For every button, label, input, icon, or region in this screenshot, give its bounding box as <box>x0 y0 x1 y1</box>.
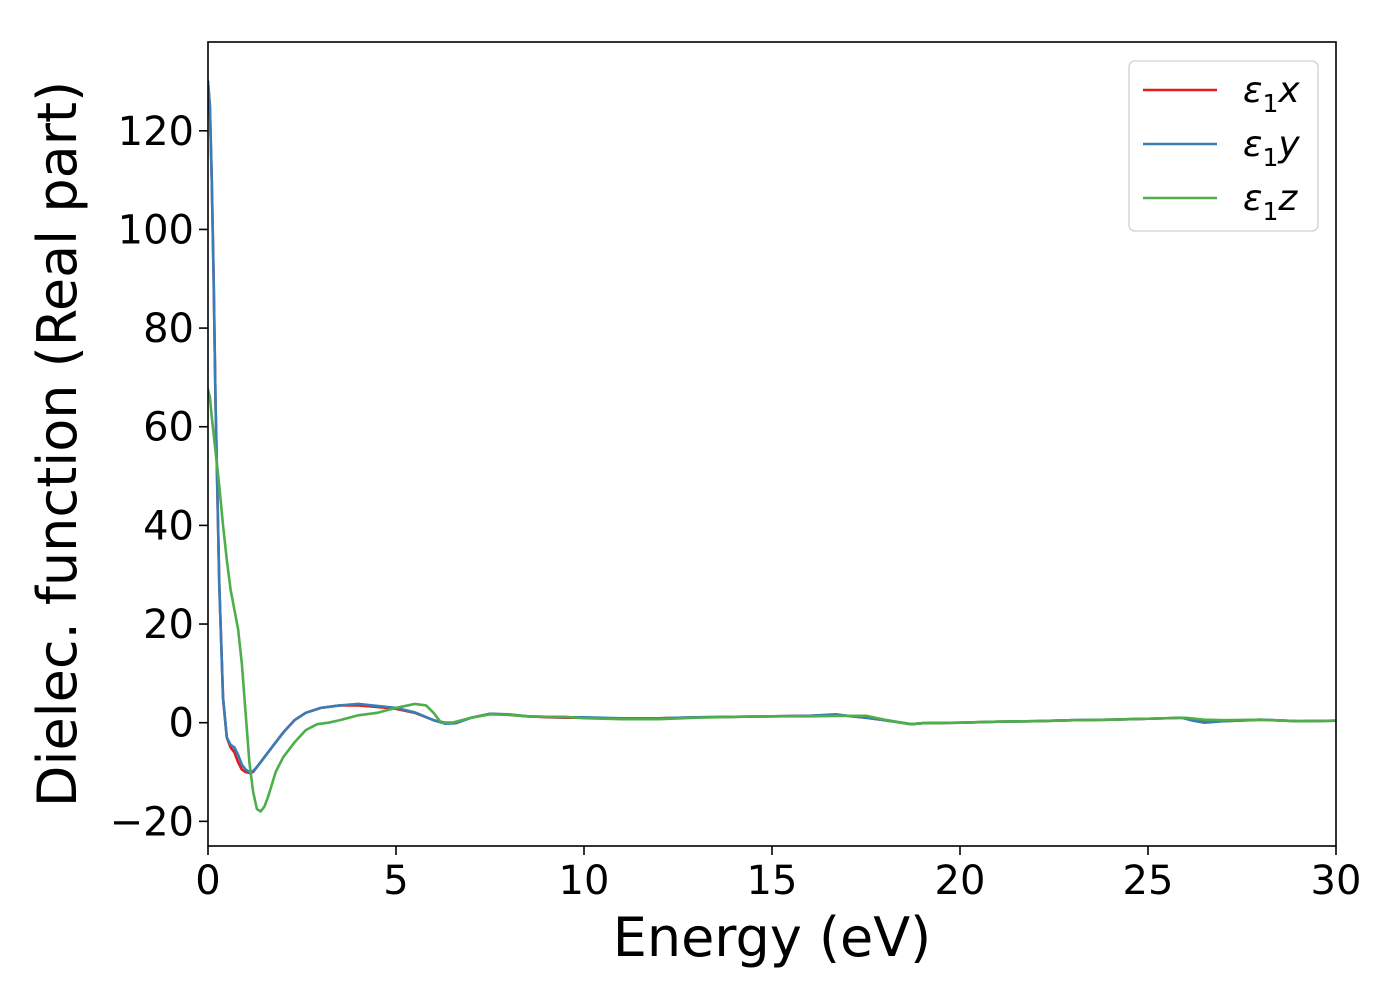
series-layer <box>208 80 1336 813</box>
x-axis-label: Energy (eV) <box>613 906 932 969</box>
y-tick-label: 120 <box>118 109 194 155</box>
legend-label: ε1z <box>1243 178 1298 226</box>
y-axis-label: Dielec. function (Real part) <box>26 81 89 807</box>
y-tick-label: 20 <box>143 602 194 648</box>
legend-box <box>1128 60 1319 232</box>
x-tick-label: 10 <box>559 858 610 904</box>
y-tick-label: −20 <box>110 799 194 845</box>
x-tick-label: 25 <box>1123 858 1174 904</box>
x-tick-label: 0 <box>195 858 220 904</box>
legend-item-z: ε1z <box>1143 178 1298 226</box>
legend-label: ε1x <box>1243 70 1300 118</box>
legend-item-x: ε1x <box>1143 70 1300 118</box>
series-line-z <box>208 388 1336 813</box>
legend-label: ε1y <box>1243 124 1300 172</box>
legend-item-y: ε1y <box>1143 124 1300 172</box>
y-tick-label: 100 <box>118 207 194 253</box>
x-tick-label: 5 <box>383 858 408 904</box>
y-tick-label: 40 <box>143 503 194 549</box>
legend: ε1x ε1y ε1z <box>1128 60 1319 232</box>
y-tick-label: 80 <box>143 306 194 352</box>
x-axis-ticks: 0 5 10 15 20 25 30 <box>195 846 1361 904</box>
y-tick-label: 60 <box>143 405 194 451</box>
x-tick-label: 15 <box>747 858 798 904</box>
x-tick-label: 20 <box>935 858 986 904</box>
y-axis-ticks: −20 0 20 40 60 80 100 120 <box>110 109 208 845</box>
y-tick-label: 0 <box>169 701 194 747</box>
x-tick-label: 30 <box>1311 858 1362 904</box>
